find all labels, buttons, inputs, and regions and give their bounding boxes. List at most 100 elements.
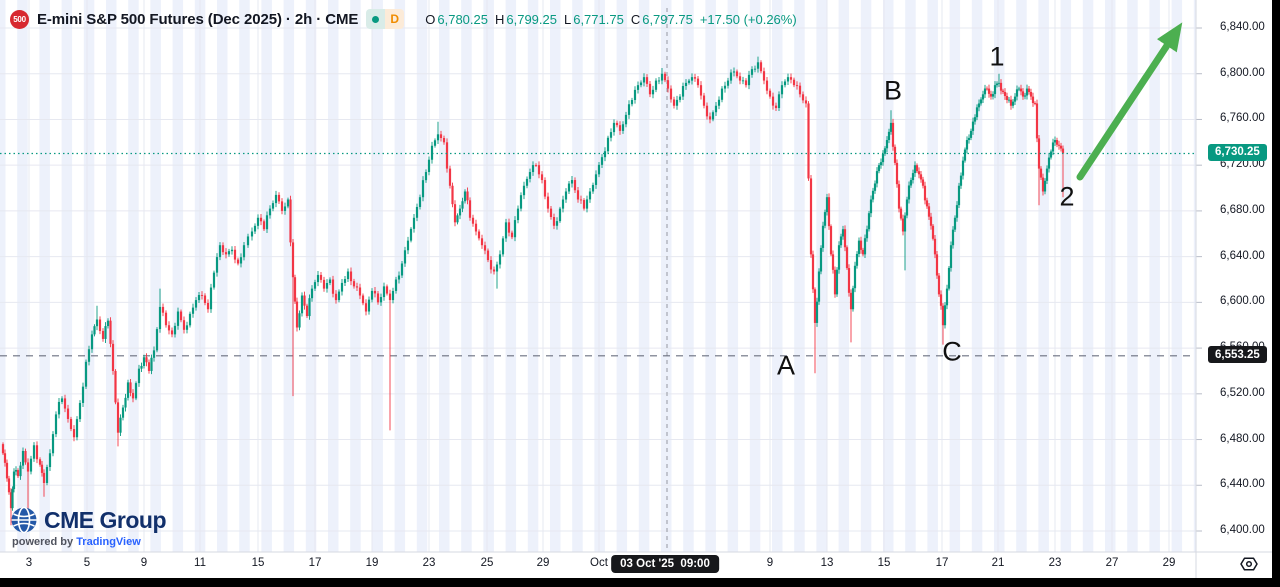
candle-body	[16, 470, 20, 477]
candle-body	[310, 288, 314, 299]
candle-body	[534, 165, 538, 166]
candle-body	[853, 265, 857, 289]
candle-body	[93, 326, 96, 335]
candle-body	[388, 293, 392, 301]
candle-body	[349, 271, 353, 282]
candle-body	[510, 232, 514, 238]
candle-body	[845, 247, 849, 269]
candle-body	[84, 361, 88, 387]
price-tick-label: 6,520.00	[1220, 386, 1265, 399]
session-stripe	[572, 0, 583, 552]
candle-body	[873, 183, 877, 191]
candle-body	[606, 137, 610, 152]
candle-body	[66, 408, 70, 419]
price-badge: 6,730.25	[1208, 143, 1267, 161]
candle-body	[200, 295, 204, 296]
candle-body	[126, 382, 130, 398]
candle-body	[322, 279, 326, 289]
candle-body	[409, 228, 413, 241]
candle-body	[714, 105, 718, 113]
text-annotation-2[interactable]: 2	[1059, 181, 1075, 212]
candle-body	[762, 71, 766, 81]
candle-body	[155, 329, 159, 351]
arrow-drawing[interactable]	[1076, 22, 1183, 181]
interval-pill[interactable]: D	[366, 9, 405, 29]
candle-body	[483, 245, 487, 251]
exchange-logo-block[interactable]: CME Group powered by TradingView	[10, 506, 167, 548]
candle-body	[953, 217, 957, 230]
candle-body	[427, 159, 431, 173]
candle-body	[1037, 138, 1041, 169]
candle-body	[861, 249, 865, 255]
candle-body	[451, 185, 454, 205]
candle-body	[346, 271, 350, 280]
text-annotation-1[interactable]: 1	[989, 41, 1005, 72]
session-stripe	[527, 0, 539, 552]
candle-body	[212, 272, 216, 288]
candle-body	[456, 215, 459, 223]
session-stripe	[217, 0, 228, 552]
candle-body	[543, 180, 547, 197]
candle-body	[579, 199, 583, 201]
candle-body	[1011, 101, 1015, 106]
bottom-border	[0, 578, 1280, 587]
candle-body	[191, 307, 195, 314]
candle-body	[303, 295, 306, 306]
candle-body	[1009, 99, 1013, 106]
candle-body	[531, 165, 535, 173]
session-stripe	[83, 0, 95, 552]
candle-body	[887, 131, 891, 141]
session-stripe	[39, 0, 50, 552]
interval-badge[interactable]: D	[385, 9, 405, 29]
candle-body	[687, 80, 691, 83]
candle-body	[480, 238, 484, 246]
tradingview-link[interactable]: TradingView	[76, 536, 141, 548]
session-stripe	[505, 0, 517, 552]
text-annotation-A[interactable]: A	[776, 350, 796, 381]
right-border	[1272, 0, 1280, 587]
candle-body	[259, 217, 263, 222]
candle-body	[663, 73, 667, 81]
price-badge: 6,553.25	[1208, 346, 1267, 364]
time-tick-label: Oct	[590, 557, 608, 569]
candle-body	[923, 185, 927, 201]
candle-body	[495, 264, 499, 272]
text-annotation-B[interactable]: B	[883, 75, 903, 106]
candle-body	[286, 199, 290, 207]
candle-body	[807, 103, 810, 179]
candle-body	[933, 238, 937, 255]
candle-body	[98, 319, 102, 331]
symbol-title[interactable]: E-mini S&P 500 Futures (Dec 2025) · 2h ·…	[37, 10, 359, 28]
candle-body	[939, 294, 943, 306]
candle-body	[633, 89, 637, 101]
candle-body	[851, 288, 855, 310]
candle-body	[150, 357, 153, 371]
candle-body	[666, 80, 670, 89]
text-annotation-C[interactable]: C	[942, 336, 962, 367]
candle-body	[182, 320, 186, 330]
candle-body	[361, 295, 365, 304]
candle-body	[588, 191, 592, 200]
candle-body	[657, 80, 661, 82]
candle-body	[895, 162, 899, 185]
candle-body	[463, 191, 467, 202]
axis-settings-icon[interactable]	[1238, 553, 1260, 575]
candle-body	[975, 107, 979, 118]
candle-body	[14, 470, 18, 472]
ohlc-values: O 6,780.25 H 6,799.25 L 6,771.75 C 6,797.75 …	[418, 12, 796, 27]
candle-body	[116, 402, 120, 433]
session-stripe	[372, 0, 383, 552]
session-stripe	[971, 0, 983, 552]
candle-body	[833, 269, 837, 295]
candle-body	[801, 94, 805, 101]
candle-body	[897, 184, 901, 209]
candle-body	[1031, 96, 1035, 104]
time-tick-label: 25	[480, 557, 494, 569]
symbol-logo: 500	[10, 9, 29, 29]
candle-body	[875, 171, 879, 184]
candle-body	[618, 125, 622, 131]
session-stripe	[816, 0, 827, 552]
candle-body	[771, 96, 775, 106]
session-stripe	[1038, 0, 1049, 552]
